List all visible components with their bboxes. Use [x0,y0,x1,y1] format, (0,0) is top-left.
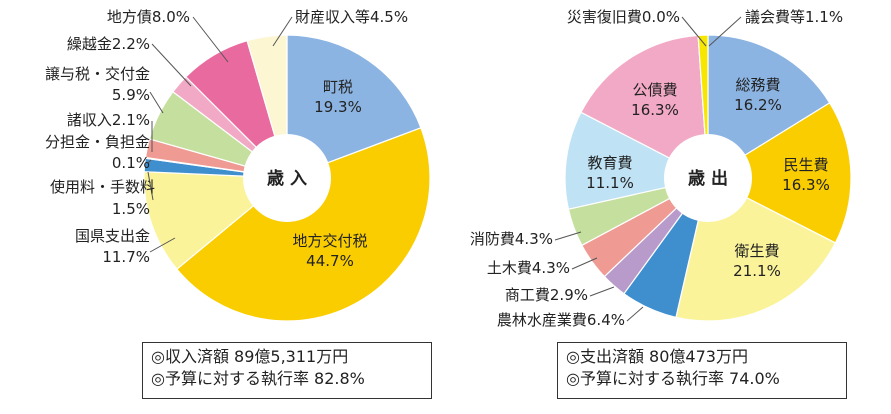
slice-label-0-8: 地方債8.0% [107,8,190,26]
slice-value-label-0-3: 1.5% [112,200,150,218]
leader-line-1-5 [571,257,598,270]
leader-line-0-3 [147,171,154,201]
slice-label-1-0: 総務費 [735,76,780,94]
slice-label-1-5: 土木費4.3% [487,259,570,277]
slice-value-label-1-2: 21.1% [733,262,781,280]
slice-value-label-1-7: 11.1% [586,174,634,192]
pie-center-label: 歳 出 [688,168,728,189]
slice-label-1-7: 教育費 [587,154,632,172]
slice-value-label-0-2: 11.7% [102,248,150,266]
pie-slice-0-1 [175,127,431,322]
slice-label-0-1: 地方交付税 [292,232,367,250]
pie-center-hole [664,134,752,222]
pie-slice-1-0 [707,34,831,180]
leader-line-0-7 [151,43,192,87]
slice-label-1-6: 消防費4.3% [470,230,553,248]
slice-label-0-9: 財産収入等4.5% [295,8,408,26]
expenditure-execution-rate: ◎予算に対する執行率 74.0% [566,369,780,388]
slice-label-0-6: 譲与税・交付金 [45,65,150,83]
revenue-execution-rate: ◎予算に対する執行率 82.8% [151,369,365,388]
slice-value-label-1-8: 16.3% [631,101,679,119]
pie-center-label: 歳 入 [267,168,307,189]
leader-line-0-6 [149,91,164,114]
leader-line-1-9 [681,16,707,47]
slice-label-0-4: 分担金・負担金 [45,133,150,151]
pie-center-hole [243,134,331,222]
slice-value-label-1-0: 16.2% [734,96,782,114]
leader-line-0-8 [192,16,229,63]
leader-line-0-4 [147,159,152,164]
pie-slice-0-0 [286,34,422,179]
leader-line-1-6 [554,231,582,241]
revenue-summary-box: ◎収入済額 89億5,311万円 ◎予算に対する執行率 82.8% [142,342,432,399]
slice-label-0-5: 諸収入2.1% [67,111,150,129]
slice-label-0-3: 使用料・手数料 [50,178,155,196]
slice-label-1-10: 議会費等1.1% [745,8,843,26]
pie-slice-1-1 [706,102,852,244]
leader-line-1-4 [589,286,615,297]
revenue-pie-chart: 歳 入 町税 19.3% 地方交付税 44.7% 国県支出金 11.7% 使用料・手数料 1.5… [45,8,431,322]
slice-label-0-7: 繰越金2.2% [67,35,150,53]
expenditure-pie-chart: 歳 出 総務費 16.2% 民生費 16.3% 衛生費 21.1% 農林水産業費6.4% 商工費… [470,8,852,329]
slice-label-1-1: 民生費 [783,156,828,174]
leader-line-0-9 [272,16,293,47]
slice-value-label-1-1: 16.3% [782,176,830,194]
slice-label-1-2: 衛生費 [734,242,779,260]
expenditure-paid-amount: ◎支出済額 80億473万円 [566,347,748,366]
revenue-received-amount: ◎収入済額 89億5,311万円 [151,347,349,366]
leader-line-1-3 [626,306,644,322]
slice-label-1-8: 公債費 [632,81,677,99]
leader-line-1-10 [708,16,742,47]
leader-line-0-2 [149,237,176,253]
slice-value-label-0-1: 44.7% [306,252,354,270]
slice-label-0-0: 町税 [323,78,353,96]
pie-slice-1-8 [580,34,709,180]
slice-value-label-0-4: 0.1% [112,154,150,172]
slice-label-1-3: 農林水産業費6.4% [497,311,625,329]
slice-value-label-0-0: 19.3% [314,98,362,116]
slice-value-label-0-6: 5.9% [112,86,150,104]
expenditure-summary-box: ◎支出済額 80億473万円 ◎予算に対する執行率 74.0% [557,342,847,399]
slice-label-1-4: 商工費2.9% [505,286,588,304]
slice-label-0-2: 国県支出金 [75,227,150,245]
slice-label-1-9: 災害復旧費0.0% [567,8,680,26]
